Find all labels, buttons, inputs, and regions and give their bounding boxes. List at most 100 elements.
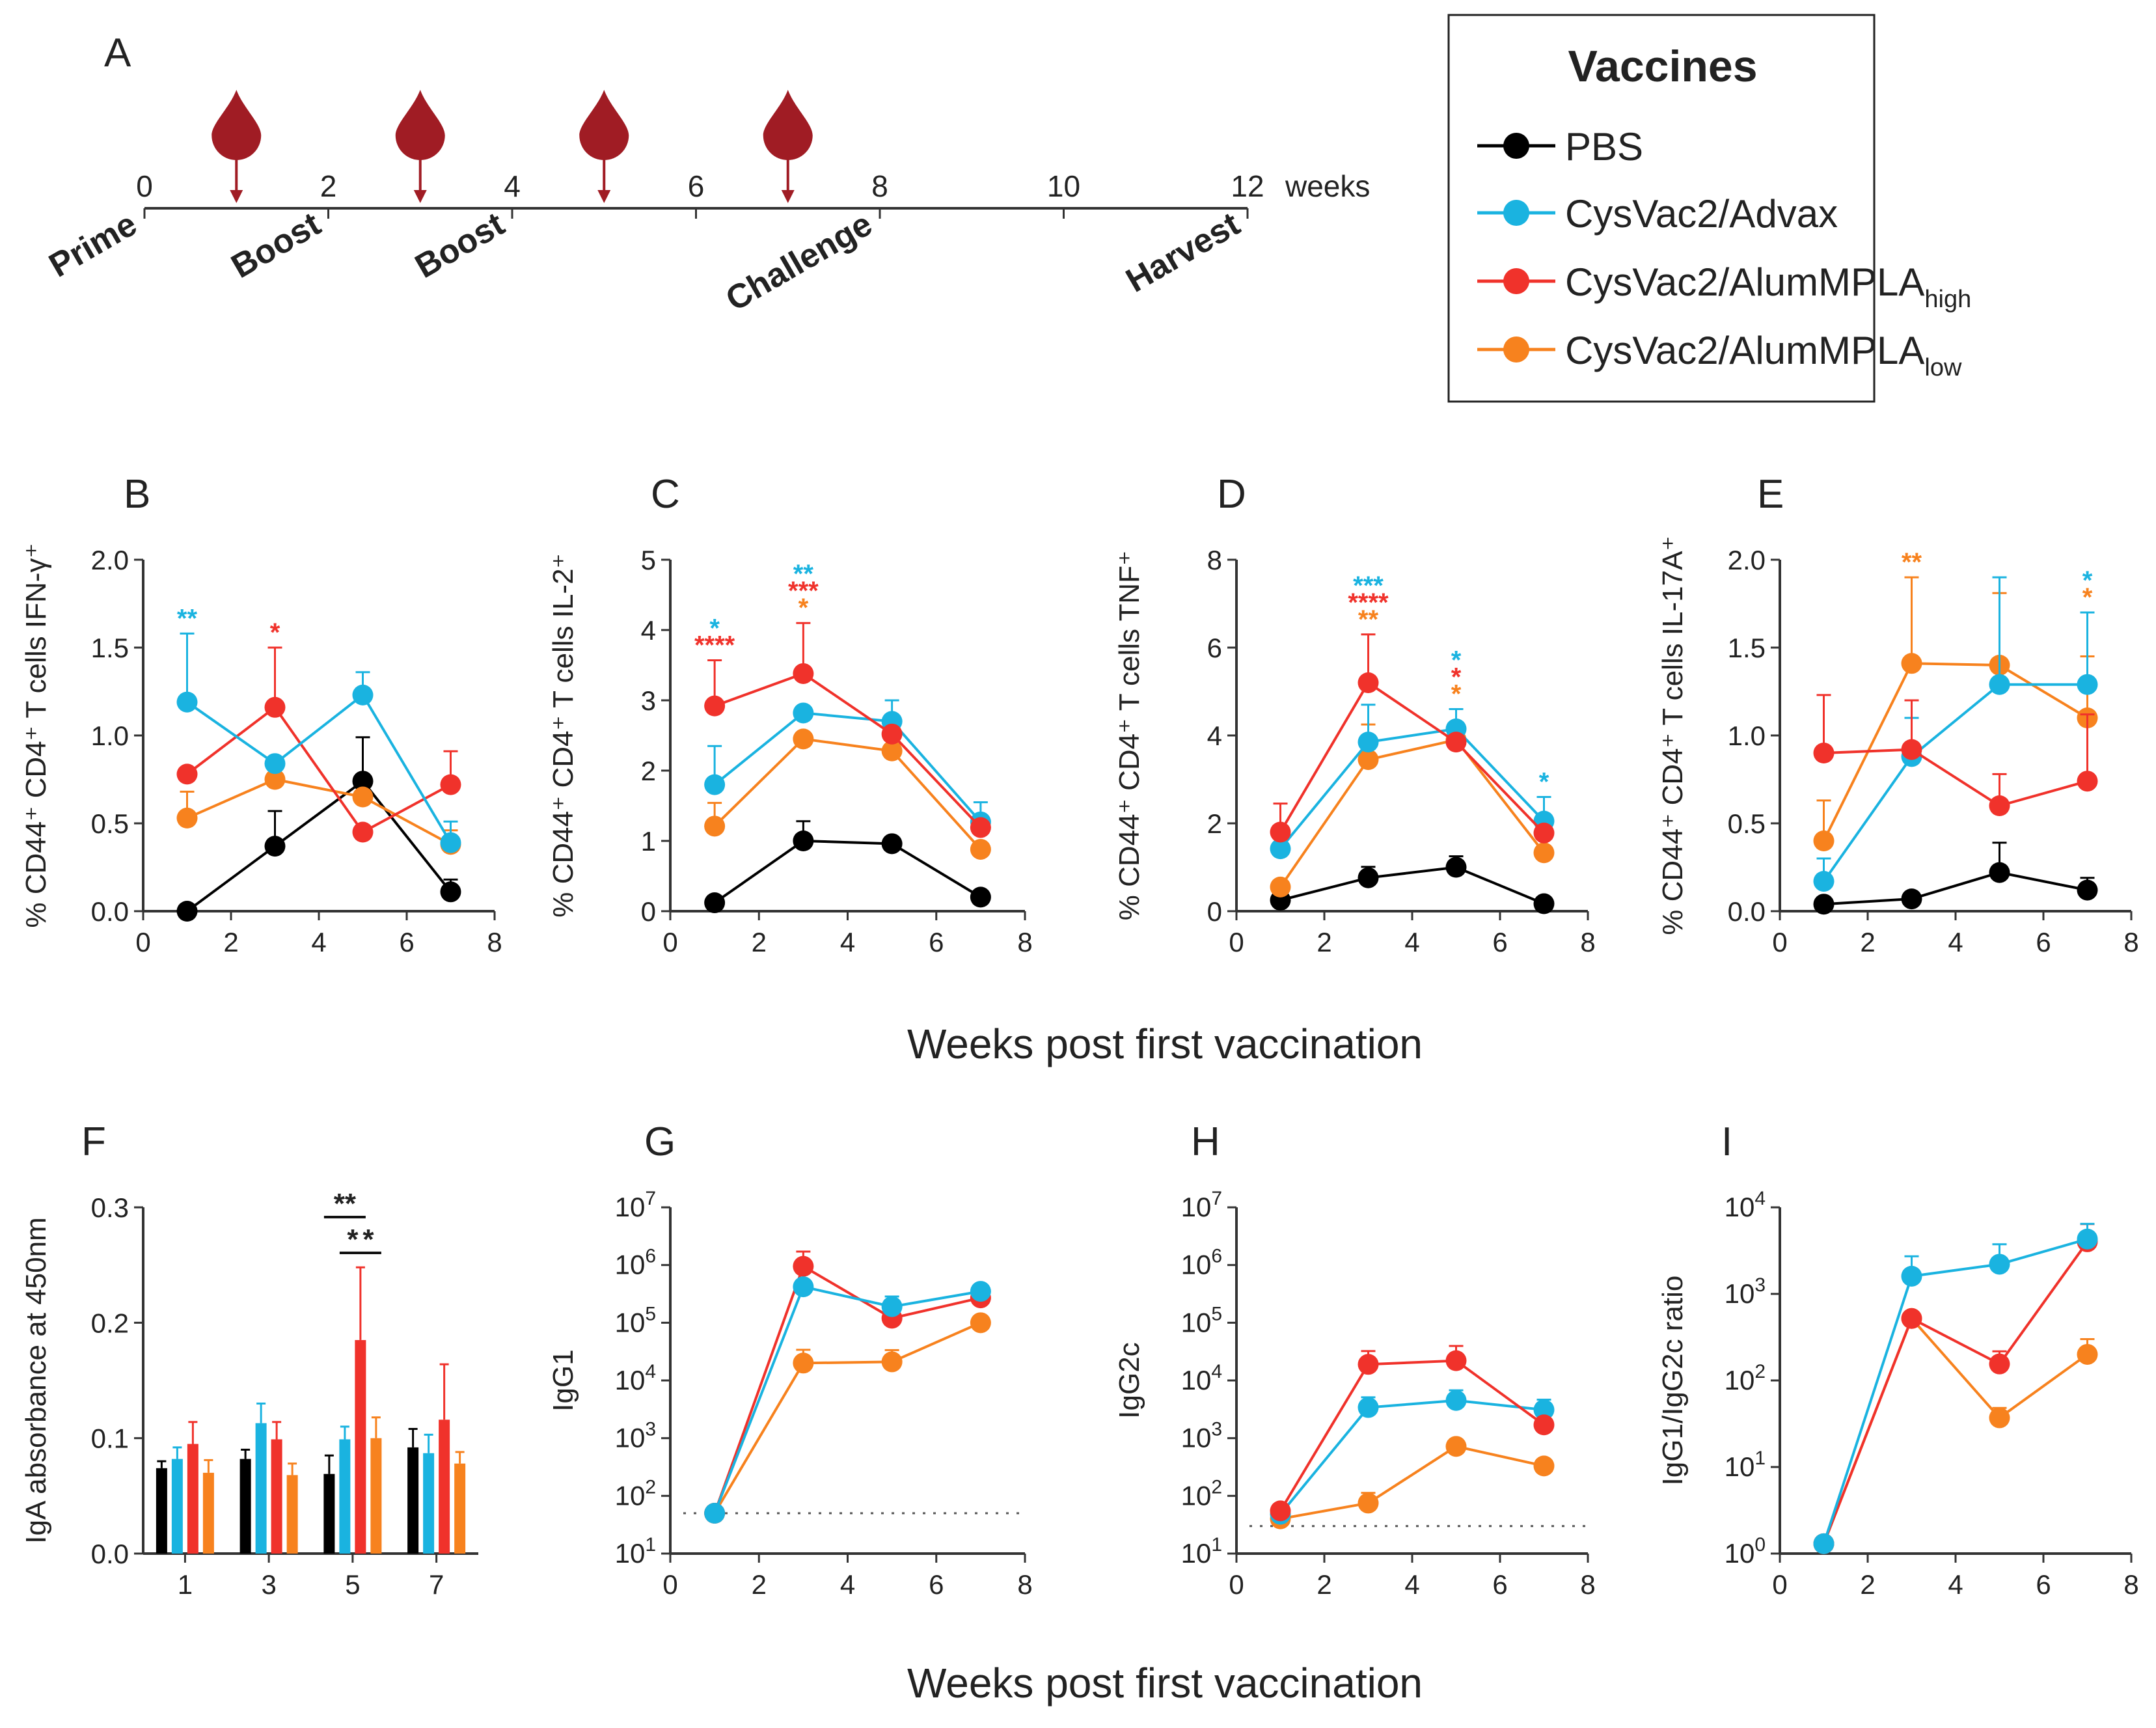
- data-point: [352, 786, 374, 808]
- y-tick-label: 0.5: [91, 808, 129, 839]
- timeline-tick-label: 8: [871, 169, 888, 203]
- y-tick-label: 0.0: [91, 896, 129, 927]
- x-tick-label: 7: [429, 1569, 444, 1600]
- y-tick-label: 107: [1181, 1188, 1222, 1222]
- data-point: [264, 753, 286, 775]
- x-tick-label: 2: [223, 927, 238, 957]
- bar-low: [202, 1472, 214, 1554]
- series-line: [1822, 683, 2088, 883]
- timeline-tick-label: 10: [1047, 169, 1080, 203]
- x-tick-label: 6: [2036, 1569, 2051, 1600]
- significance-star: **: [1358, 605, 1379, 634]
- series-line: [1279, 1399, 1544, 1515]
- data-point: [1270, 838, 1291, 860]
- y-axis-label: % CD44⁺ CD4⁺ T cells IFN-γ⁺: [20, 543, 52, 927]
- data-point: [704, 892, 726, 914]
- series-high: [704, 1250, 991, 1524]
- data-point: [1989, 795, 2010, 816]
- series-advax: [1270, 704, 1555, 860]
- y-tick-label: 103: [1181, 1419, 1222, 1453]
- series-low: [1813, 1308, 2098, 1554]
- x-tick-label: 8: [1017, 1569, 1032, 1600]
- significance-label: *: [362, 1224, 374, 1255]
- data-point: [881, 1351, 903, 1373]
- bar-high: [355, 1339, 366, 1554]
- data-point: [1445, 1350, 1467, 1371]
- blood-arrow-head: [597, 190, 611, 203]
- data-point: [1270, 876, 1291, 898]
- series-line: [1279, 738, 1546, 888]
- y-tick-label: 1.5: [91, 633, 129, 663]
- data-point: [1358, 867, 1379, 888]
- legend-marker-high: [1503, 268, 1529, 294]
- series-line: [713, 1264, 981, 1514]
- y-tick-label: 2: [641, 756, 656, 786]
- x-tick-label: 2: [1860, 1569, 1875, 1600]
- event-label-boost: Boost: [409, 205, 511, 286]
- bar-advax: [171, 1459, 183, 1554]
- series-low: [704, 728, 991, 860]
- significance-star: *: [2082, 566, 2093, 595]
- x-tick-label: 2: [1317, 1569, 1331, 1600]
- data-point: [704, 774, 726, 795]
- panel-label-a: A: [104, 31, 131, 75]
- data-point: [1989, 674, 2010, 695]
- series-line: [186, 778, 452, 846]
- data-point: [970, 1281, 991, 1302]
- series-high: [1270, 633, 1555, 843]
- data-point: [793, 1276, 814, 1298]
- data-point: [352, 771, 374, 792]
- x-tick-label: 2: [1860, 927, 1875, 957]
- x-tick-label: 8: [1580, 927, 1595, 957]
- data-point: [881, 740, 903, 761]
- x-tick-label: 8: [1017, 927, 1032, 957]
- series-line: [186, 705, 452, 834]
- data-point: [1533, 893, 1555, 914]
- series-line: [713, 1285, 981, 1514]
- data-point: [2077, 1343, 2098, 1365]
- x-tick-label: 4: [840, 927, 855, 957]
- y-tick-label: 101: [615, 1534, 656, 1569]
- data-point: [881, 723, 903, 745]
- blood-arrow-head: [413, 190, 427, 203]
- event-label-boost: Boost: [225, 205, 327, 286]
- significance-star: *: [270, 618, 280, 647]
- panel-f: F 0.0 0.1 0.2 0.3 IgA absorbance at 450nm 1 3 5 7…: [20, 1119, 478, 1600]
- data-point: [1989, 1254, 2010, 1275]
- panel-label-b: B: [124, 472, 150, 517]
- series-advax: [176, 632, 461, 853]
- significance-star: *: [1539, 768, 1549, 797]
- y-tick-label: 104: [1725, 1188, 1766, 1222]
- y-tick-label: 105: [615, 1303, 656, 1337]
- data-point: [1358, 749, 1379, 771]
- y-tick-label: 3: [641, 685, 656, 716]
- x-tick-label: 2: [1317, 927, 1331, 957]
- y-tick-label: 106: [1181, 1246, 1222, 1280]
- y-tick-label: 1: [641, 826, 656, 857]
- y-tick-label: 4: [641, 615, 656, 646]
- data-point: [1533, 1399, 1555, 1421]
- x-tick-label: 8: [487, 927, 502, 957]
- timeline-tick-label: 2: [320, 169, 337, 203]
- legend-label-high: CysVac2/AlumMPLAhigh: [1565, 260, 1971, 313]
- significance-star: **: [793, 560, 814, 588]
- y-tick-label: 102: [1725, 1361, 1766, 1395]
- data-point: [704, 695, 726, 717]
- x-tick-label: 6: [929, 927, 944, 957]
- series-line: [1822, 1241, 2089, 1544]
- panel-label-h: H: [1191, 1119, 1220, 1164]
- timeline-tick-label: 12: [1231, 169, 1264, 203]
- series-line: [1822, 1237, 2088, 1544]
- x-tick-label: 6: [1492, 1569, 1507, 1600]
- significance-star: ****: [1348, 588, 1389, 617]
- series-line: [186, 693, 452, 843]
- data-point: [176, 763, 198, 785]
- data-point: [793, 1352, 814, 1374]
- blood-arrow-head: [781, 190, 795, 203]
- series-advax: [1270, 1389, 1555, 1525]
- series-line: [1822, 1315, 2088, 1544]
- data-point: [1813, 743, 1835, 763]
- y-tick-label: 104: [615, 1361, 656, 1395]
- data-point: [793, 702, 814, 724]
